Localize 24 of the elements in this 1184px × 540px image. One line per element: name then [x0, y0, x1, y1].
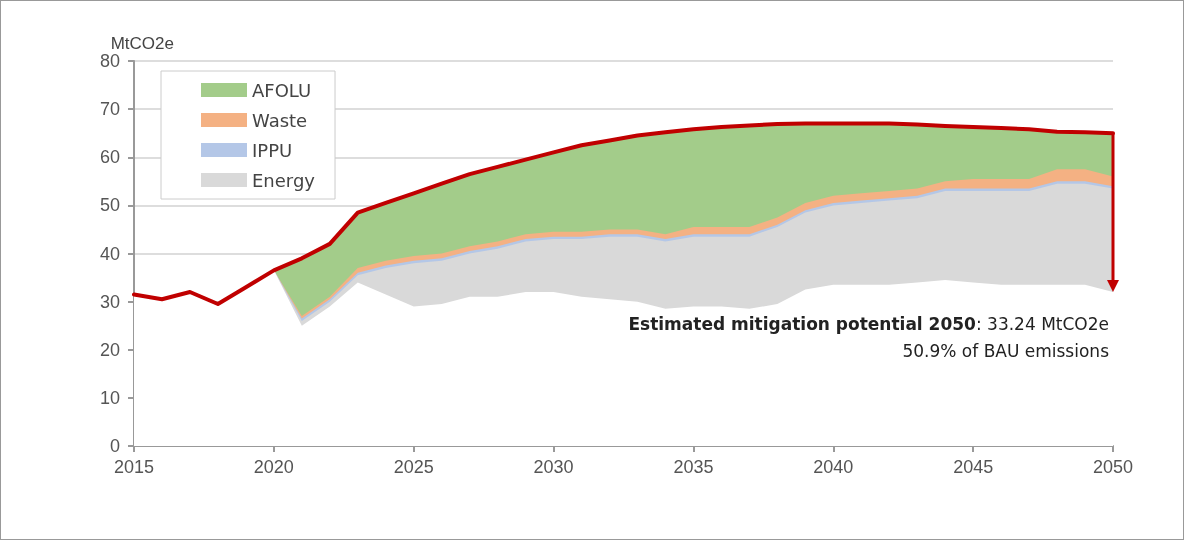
legend-label: Waste [252, 109, 308, 131]
y-tick-label: 20 [99, 339, 120, 360]
x-tick-label: 2020 [253, 457, 294, 477]
y-tick-label: 60 [99, 147, 120, 168]
y-tick-label: 40 [99, 243, 120, 264]
x-tick-label: 2050 [1092, 457, 1134, 477]
legend-label: IPPU [252, 139, 293, 161]
y-tick-label: 80 [99, 51, 120, 71]
x-tick-label: 2040 [813, 457, 854, 477]
x-tick-label: 2045 [953, 457, 994, 477]
legend-label: Energy [252, 169, 316, 191]
y-tick-label: 0 [109, 436, 120, 456]
y-tick-label: 50 [99, 195, 120, 216]
y-axis-title: MtCO2e [110, 34, 174, 54]
x-tick-label: 2035 [673, 457, 714, 477]
y-tick-label: 70 [99, 99, 120, 120]
x-tick-label: 2025 [393, 457, 434, 477]
annotation: Estimated mitigation potential 2050: 33.24 MtCO2e [628, 314, 1109, 334]
y-tick-label: 10 [99, 387, 120, 408]
annotation: 50.9% of BAU emissions [902, 341, 1109, 361]
x-tick-label: 2030 [533, 457, 574, 477]
x-tick-label: 2015 [113, 457, 155, 477]
legend-label: AFOLU [252, 79, 312, 101]
y-tick-label: 30 [99, 291, 120, 312]
